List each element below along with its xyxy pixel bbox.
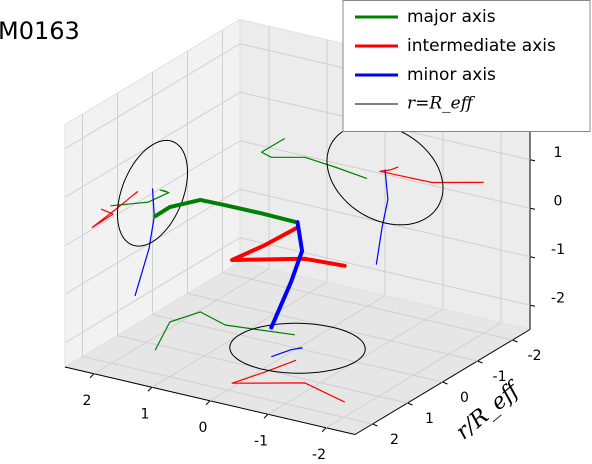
tick-label: 1 [554, 145, 563, 161]
tick-label: 0 [199, 420, 208, 436]
grid-line [64, 43, 241, 150]
tick-label: 0 [460, 390, 469, 406]
legend: major axis intermediate axis minor axis r=R… [342, 0, 591, 132]
grid-line [222, 272, 513, 341]
tick-mark [372, 423, 378, 427]
trajectory [230, 226, 347, 268]
tick-label: 1 [141, 406, 150, 422]
tick-mark [477, 360, 483, 364]
back-projection [379, 166, 484, 184]
tick-label: -1 [493, 369, 507, 385]
legend-label: intermediate axis [407, 36, 556, 56]
legend-box [342, 0, 591, 132]
tick-mark [512, 339, 518, 343]
chart-title: M0163 [0, 17, 80, 45]
tick-mark [205, 400, 211, 406]
reff-circle [229, 322, 366, 374]
trajectory [269, 220, 305, 330]
trajectory [153, 197, 297, 224]
tick-mark [529, 207, 536, 210]
tick-mark [263, 413, 269, 419]
legend-label: major axis [407, 7, 496, 27]
tick-label: 1 [425, 411, 434, 427]
tick-label: -1 [551, 242, 565, 258]
tick-label: 2 [83, 393, 92, 409]
tick-label: -2 [312, 447, 326, 463]
side-projection [134, 188, 155, 297]
floor-projection [231, 359, 345, 403]
tick-label: -1 [254, 433, 268, 449]
tick-label: -2 [528, 348, 542, 364]
tick-label: 2 [390, 432, 399, 448]
floor-projection [271, 347, 303, 358]
tick-label: 0 [554, 193, 563, 209]
tick-mark [89, 373, 95, 379]
tick-mark [147, 386, 153, 392]
grid-line [64, 237, 241, 344]
plot-area [91, 123, 484, 403]
grid-line [239, 237, 531, 306]
tick-mark [442, 381, 448, 385]
tick-mark [321, 427, 327, 433]
floor-projection [154, 311, 295, 351]
tick-mark [529, 304, 536, 307]
reff-circle [117, 139, 189, 247]
grid-line [82, 356, 373, 425]
tick-mark [529, 256, 536, 259]
back-projection [375, 169, 389, 265]
back-projection [260, 137, 368, 180]
legend-label: r=R_eff [407, 94, 476, 114]
side-projection [110, 189, 170, 207]
tick-mark [407, 402, 413, 406]
y-axis-label: r/R_eff [451, 376, 526, 445]
tick-label: -2 [551, 290, 565, 306]
legend-label: minor axis [407, 65, 496, 85]
side-projection [91, 190, 139, 228]
tick-mark [529, 159, 536, 162]
